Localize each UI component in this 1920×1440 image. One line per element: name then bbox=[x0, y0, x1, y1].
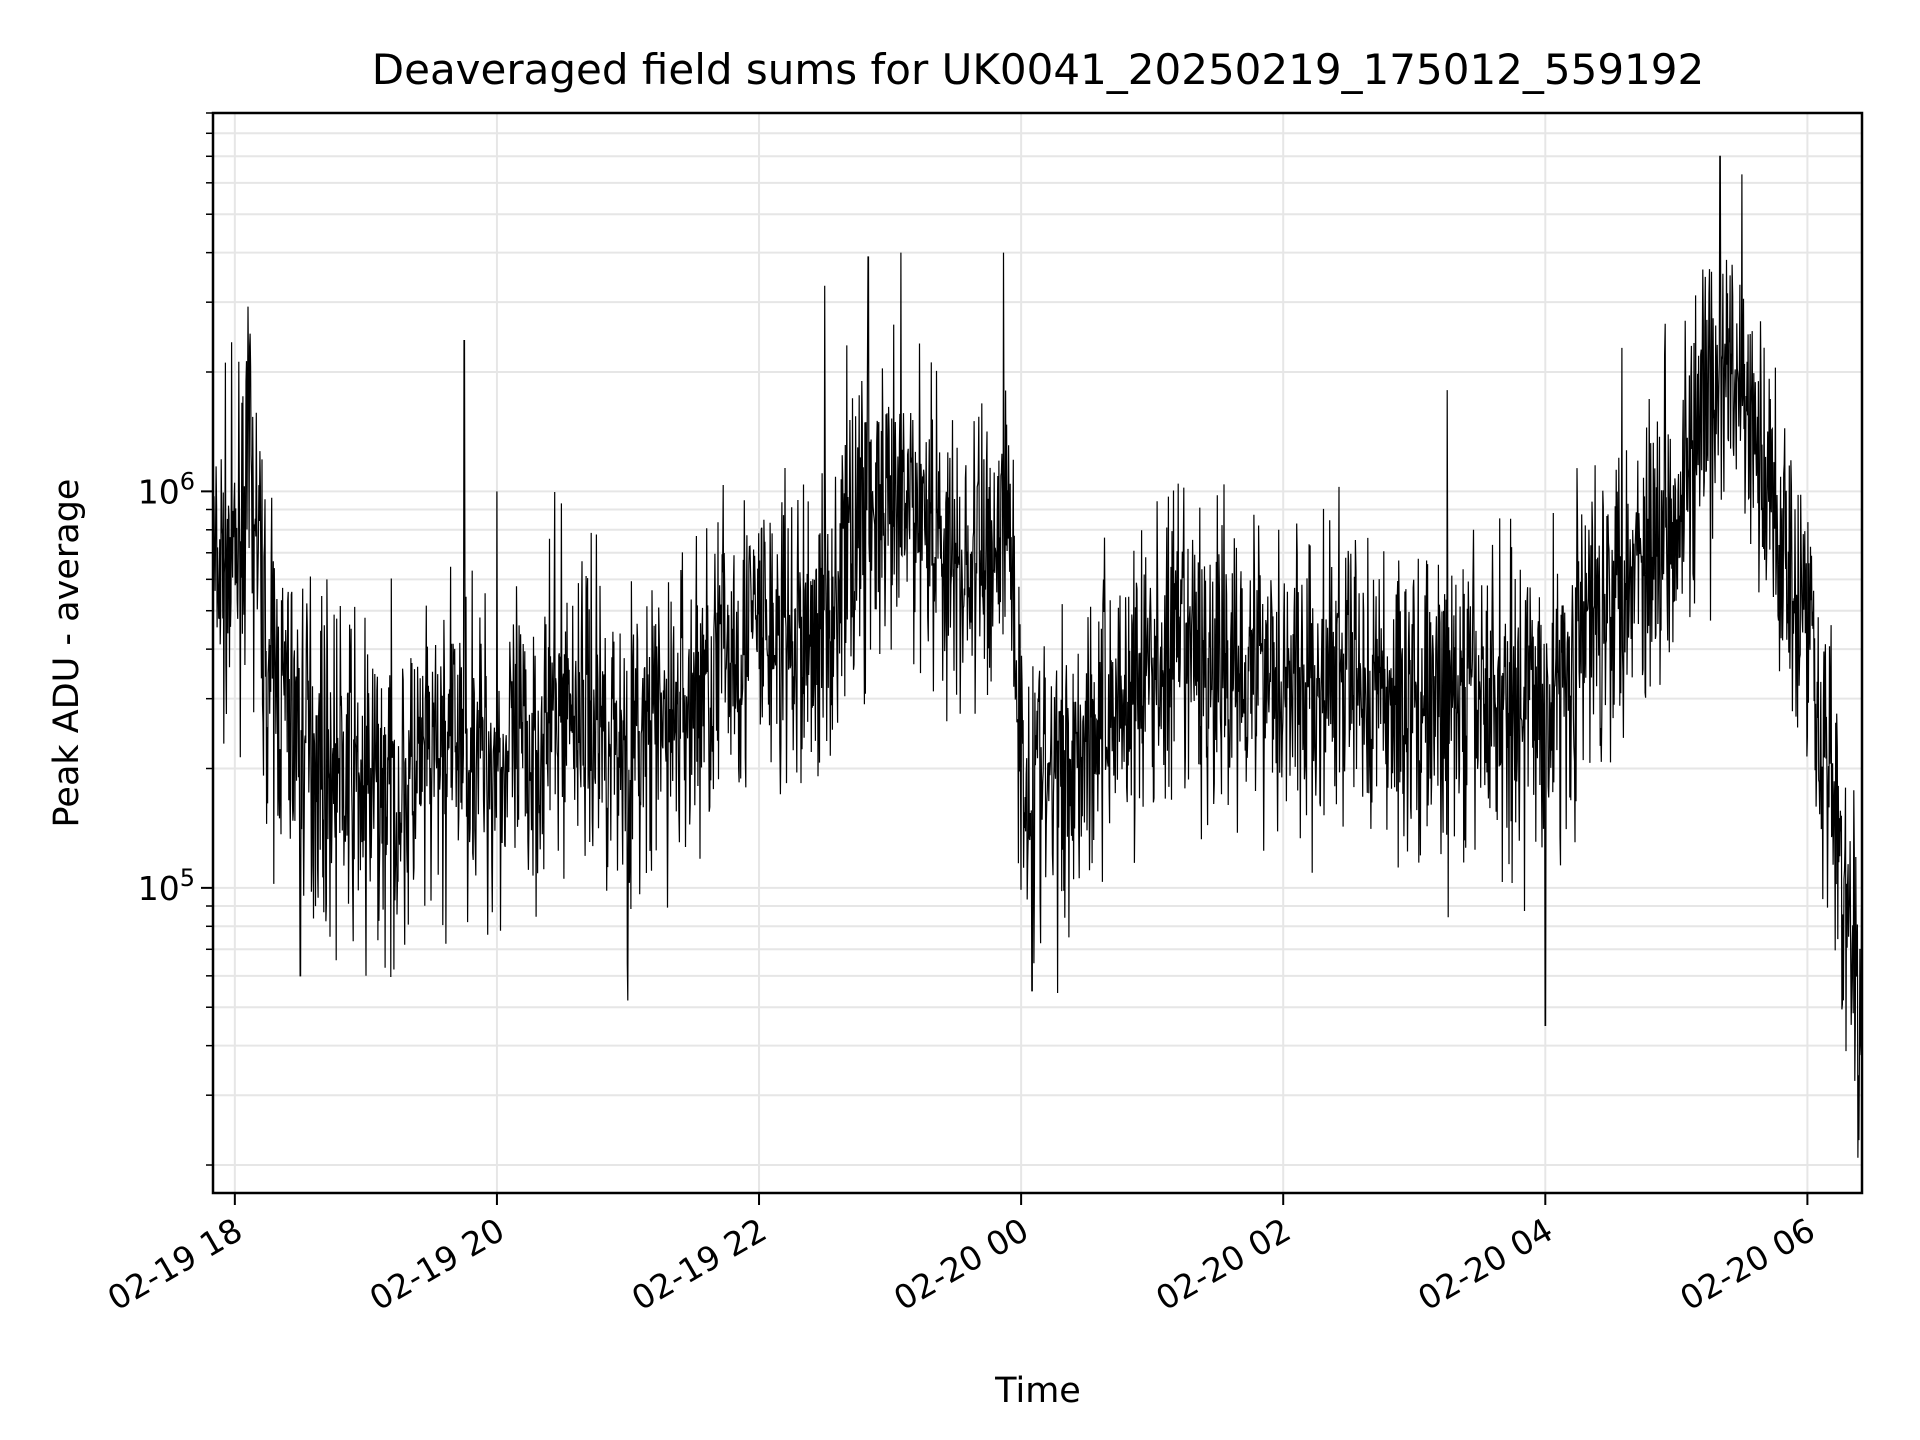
series-line bbox=[212, 155, 1863, 1158]
x-axis-label: Time bbox=[994, 1371, 1081, 1411]
y-tick-label-exponent: 6 bbox=[180, 467, 195, 495]
plot-frame bbox=[211, 111, 1864, 1195]
y-tick-label-exponent: 5 bbox=[180, 864, 195, 892]
y-axis-label: Peak ADU - average bbox=[47, 479, 87, 828]
y-tick-label: 106 bbox=[138, 467, 195, 511]
series-group bbox=[212, 155, 1863, 1158]
y-tick-label: 105 bbox=[138, 864, 195, 908]
y-tick-label-base: 10 bbox=[138, 472, 180, 511]
chart-title: Deaveraged field sums for UK0041_2025021… bbox=[372, 45, 1704, 94]
y-tick-label-base: 10 bbox=[138, 869, 180, 908]
